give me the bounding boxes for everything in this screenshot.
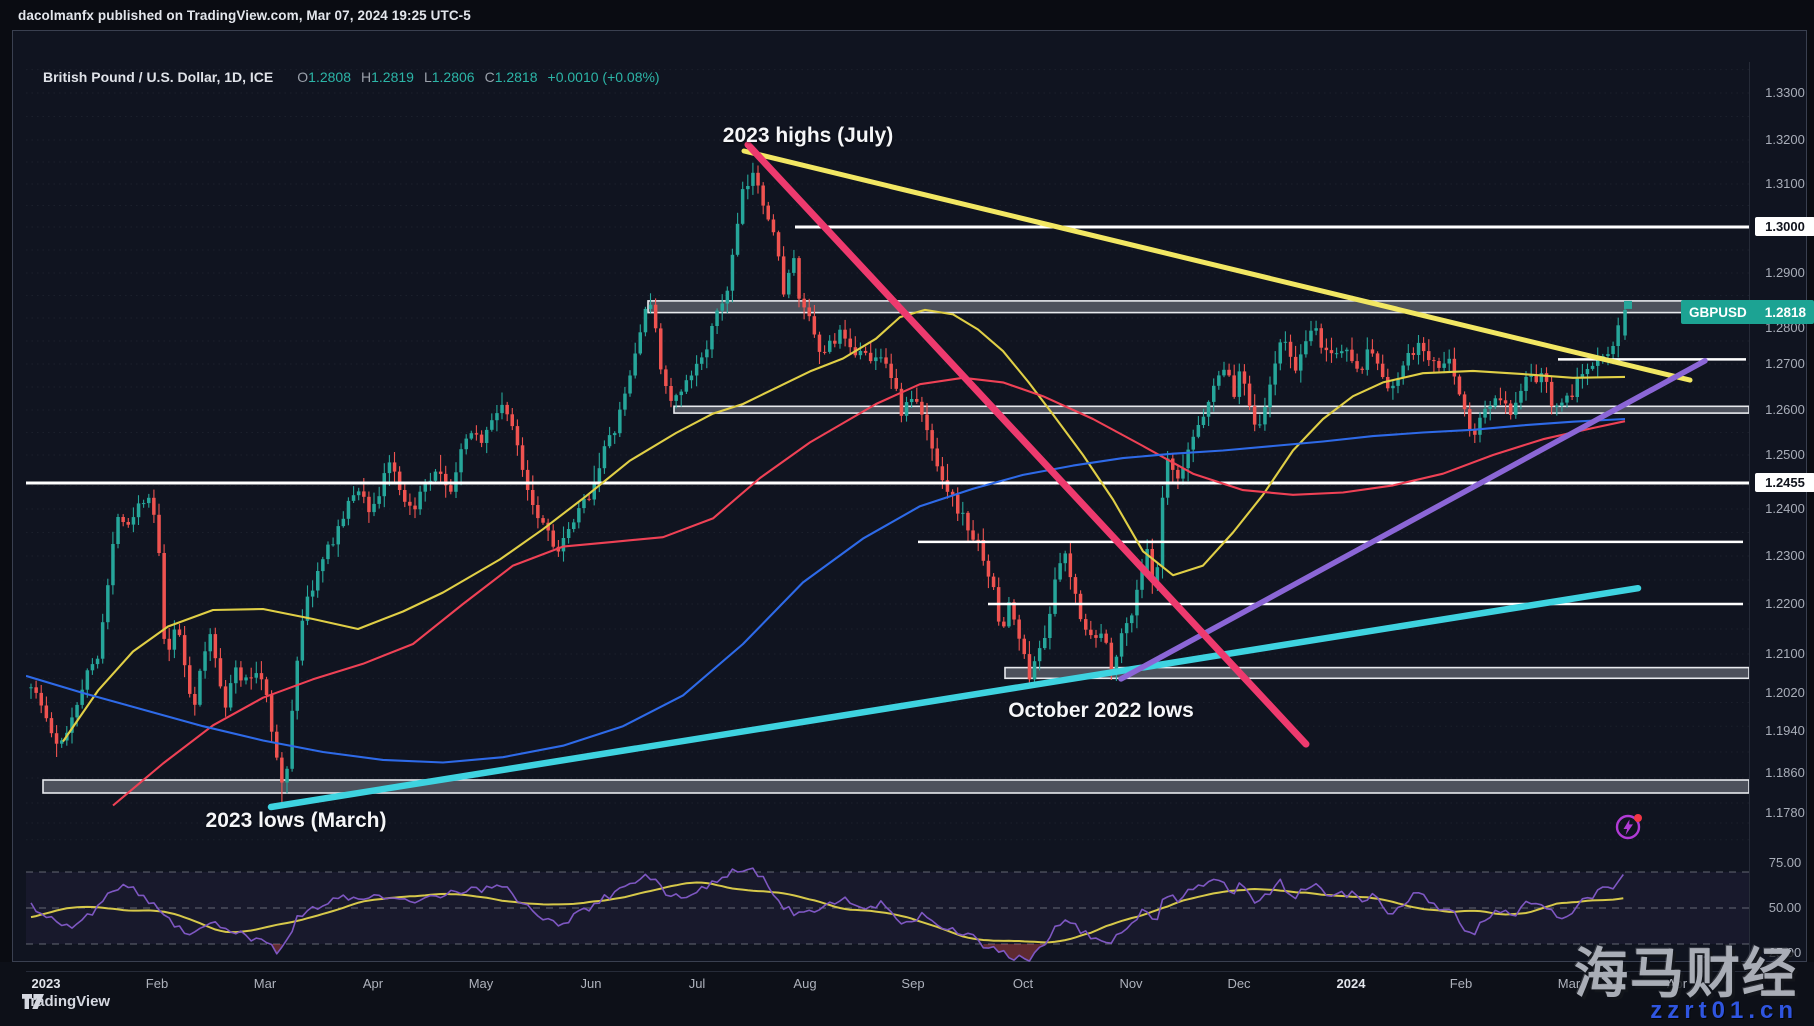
tradingview-logo-icon — [22, 994, 44, 1009]
rsi-oversold-fill — [271, 944, 1045, 962]
price-axis-label: 1.1860 — [1765, 765, 1805, 780]
footer-bar: TradingView — [0, 962, 1814, 1026]
annotation-2023-lows-march: 2023 lows (March) — [205, 809, 387, 832]
rsi-axis-label: 75.00 — [1768, 855, 1802, 870]
time-axis-label-mar: Mar — [253, 976, 277, 991]
publisher-bar: dacolmanfx published on TradingView.com,… — [0, 0, 1814, 30]
ohlc-low-label: L — [423, 69, 432, 85]
annotation-october-2022-lows: October 2022 lows — [1008, 699, 1194, 722]
time-axis-label-feb: Feb — [145, 976, 169, 991]
last-price-badge-symbol: GBPUSD — [1689, 304, 1747, 320]
price-axis-label: 1.2600 — [1765, 402, 1805, 417]
price-axis-label: 1.2300 — [1765, 548, 1805, 563]
ma-mid-red — [112, 376, 1626, 807]
horizontal-levels — [26, 225, 1749, 606]
annotation-2023-highs-july: 2023 highs (July) — [722, 124, 894, 147]
price-axis-label: 1.3100 — [1765, 176, 1805, 191]
time-axis-label-sep: Sep — [901, 976, 925, 991]
ohlc-low-value: 1.2806 — [431, 69, 475, 85]
time-axis-scale[interactable]: 2023 Feb Mar Apr May Jun Jul Aug Sep Oct Nov Dec 202… — [26, 971, 1749, 994]
time-axis-label-2023: 2023 — [31, 976, 61, 991]
support-resistance-zones — [42, 300, 1749, 794]
ohlc-open-label: O — [297, 69, 309, 85]
time-axis-label-may: May — [468, 976, 494, 991]
symbol-header: British Pound / U.S. Dollar, 1D, ICE O1.2… — [43, 69, 660, 85]
tradingview-logo-text: TradingView — [22, 993, 111, 1010]
time-axis-label-jun: Jun — [580, 976, 602, 991]
chart-frame: British Pound / U.S. Dollar, 1D, ICE O1.2… — [12, 30, 1814, 991]
price-axis-label: 1.2900 — [1765, 265, 1805, 280]
time-axis-label-apr: Apr — [362, 976, 384, 991]
time-axis-label-apr: Apr — [1666, 976, 1688, 991]
rsi-indicator-pane[interactable] — [26, 843, 1749, 971]
time-axis-label-oct: Oct — [1012, 976, 1034, 991]
trendline-descending-pink[interactable] — [744, 141, 1310, 748]
ma-fast-yellow — [62, 308, 1626, 743]
last-price-badge: GBPUSD 1.2818 — [1681, 300, 1814, 324]
time-axis-label-dec: Dec — [1227, 976, 1251, 991]
price-axis-label: 1.2200 — [1765, 596, 1805, 611]
price-axis-label: 1.1780 — [1765, 805, 1805, 820]
last-bar-marker — [1624, 300, 1632, 309]
tradingview-logo[interactable]: TradingView — [22, 993, 110, 1010]
trendline-ascending-purple[interactable] — [1118, 358, 1708, 682]
ohlc-close-value: 1.2818 — [494, 69, 538, 85]
price-axis-scale[interactable]: 1.3300 1.3200 1.3100 1.2900 1.2800 1.2700 1.26… — [1749, 62, 1814, 971]
publisher-text: dacolmanfx published on TradingView.com,… — [18, 7, 471, 23]
time-axis-label-mar: Mar — [1557, 976, 1581, 991]
ma-slow-blue — [26, 417, 1626, 764]
price-pane[interactable] — [26, 62, 1749, 843]
price-axis-label: 1.2400 — [1765, 501, 1805, 516]
change-value: +0.0010 (+0.08%) — [547, 69, 660, 85]
time-axis-label-2024: 2024 — [1336, 976, 1366, 991]
ohlc-open-value: 1.2808 — [308, 69, 351, 85]
rsi-line — [30, 867, 1624, 962]
symbol-title[interactable]: British Pound / U.S. Dollar, 1D, ICE — [43, 69, 274, 85]
trendline-ascending-cyan[interactable] — [267, 584, 1642, 811]
time-axis-label-jul: Jul — [688, 976, 706, 991]
time-axis-label-aug: Aug — [793, 976, 817, 991]
rsi-axis-label: 50.00 — [1768, 900, 1802, 915]
ohlc-high-value: 1.2819 — [371, 69, 414, 85]
price-axis-label: 1.2700 — [1765, 356, 1805, 371]
time-axis-label-nov: Nov — [1119, 976, 1143, 991]
time-axis-label-feb: Feb — [1449, 976, 1473, 991]
price-level-badge: 1.2455 — [1755, 473, 1814, 492]
last-price-badge-value: 1.2818 — [1764, 304, 1806, 320]
price-axis-label: 1.3300 — [1765, 85, 1805, 100]
price-axis-label: 1.3200 — [1765, 132, 1805, 147]
price-axis-label: 1.2020 — [1765, 685, 1805, 700]
price-level-badge: 1.3000 — [1755, 217, 1814, 236]
flash-icon[interactable] — [1614, 811, 1644, 841]
ohlc-close-label: C — [484, 69, 495, 85]
price-axis-label: 1.2500 — [1765, 447, 1805, 462]
trendline-descending-yellow[interactable] — [741, 148, 1693, 383]
rsi-axis-label: 25.00 — [1768, 945, 1802, 960]
price-axis-label: 1.1940 — [1765, 723, 1805, 738]
ohlc-high-label: H — [360, 69, 372, 85]
price-axis-label: 1.2100 — [1765, 646, 1805, 661]
